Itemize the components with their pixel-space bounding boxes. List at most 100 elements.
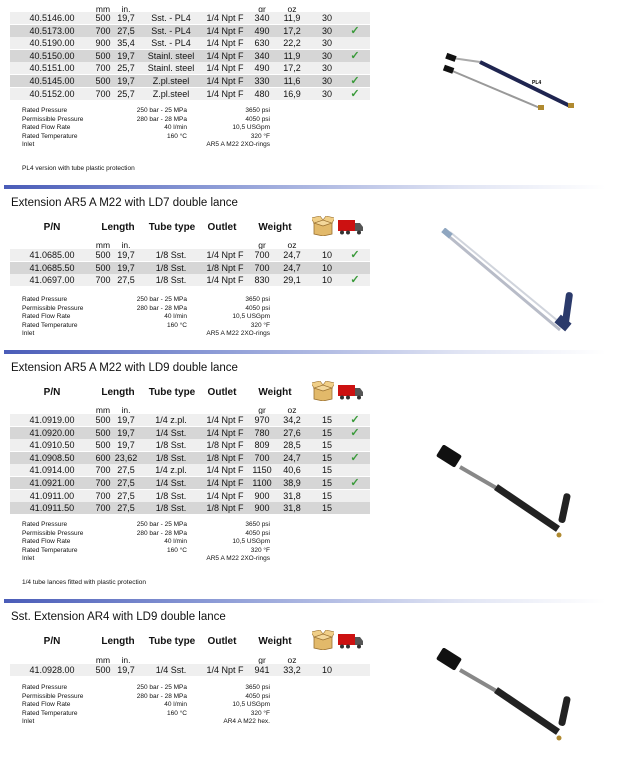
spec-imperial: 3650 psi [245, 107, 270, 114]
spec-row: Rated Pressure 250 bar - 25 MPa 3650 psi [22, 107, 282, 116]
cardboard-box-icon [310, 380, 336, 406]
cardboard-box-icon [310, 215, 336, 241]
tube-type: Stainl. steel [147, 50, 195, 61]
spec-metric: 160 °C [167, 709, 187, 717]
spec-row: Rated Temperature 160 °C 320 °F [22, 710, 282, 719]
red-truck-icon [338, 219, 364, 240]
unit-oz: oz [287, 240, 297, 250]
spec-imperial: 4050 psi [245, 529, 270, 537]
length-mm: 700 [95, 25, 111, 36]
weight-gr: 700 [254, 250, 270, 260]
outlet: 1/8 Npt F [206, 440, 244, 451]
weight-oz: 28,5 [283, 440, 301, 451]
spec-imperial: 4050 psi [245, 304, 270, 312]
spec-metric: 160 °C [167, 132, 187, 140]
outlet: 1/4 Npt F [206, 25, 244, 36]
header-weight: Weight [258, 387, 292, 398]
spec-metric: 40 l/min [164, 124, 187, 132]
spec-row: Rated Temperature 160 °C 320 °F [22, 133, 282, 142]
weight-gr: 1100 [252, 478, 272, 488]
spec-label: Permissible Pressure [22, 529, 84, 537]
length-mm: 700 [95, 503, 111, 514]
weight-oz: 11,6 [283, 76, 301, 86]
table-row: 41.0697.00 700 27,5 1/8 Sst. 1/4 Npt F 830 29,… [10, 274, 370, 286]
length-in: 35,4 [117, 38, 135, 49]
weight-gr: 809 [254, 440, 270, 451]
length-mm: 700 [95, 490, 111, 501]
part-number: 41.0685.50 [29, 262, 75, 273]
tube-type: 1/8 Sst. [155, 275, 187, 285]
outlet: 1/4 Npt F [206, 50, 244, 61]
pack-qty: 30 [321, 63, 333, 74]
unit-gr: gr [258, 4, 266, 14]
spec-label: Rated Pressure [22, 107, 68, 114]
pack-qty: 15 [321, 478, 333, 488]
weight-gr: 700 [254, 262, 270, 273]
tube-type: 1/8 Sst. [155, 440, 187, 451]
unit-gr: gr [258, 240, 266, 250]
unit-mm: mm [95, 405, 111, 415]
length-mm: 500 [95, 427, 111, 438]
spec-label: Rated Flow Rate [22, 538, 71, 546]
spec-imperial: AR4 A M22 hex. [223, 718, 270, 726]
part-number: 40.5145.00 [29, 76, 75, 86]
length-mm: 500 [95, 262, 111, 273]
checkmark-icon: ✓ [350, 75, 360, 87]
spec-label: Inlet [22, 718, 35, 726]
spec-imperial: 10,5 USGpm [232, 313, 270, 321]
outlet: 1/4 Npt F [206, 490, 244, 501]
header-length: Length [101, 387, 135, 398]
checkmark-icon: ✓ [350, 274, 360, 286]
length-mm: 900 [95, 38, 111, 49]
spec-imperial: 10,5 USGpm [232, 124, 270, 132]
spec-label: Permissible Pressure [22, 692, 84, 700]
spec-label: Rated Flow Rate [22, 124, 71, 132]
section-divider [4, 185, 606, 189]
spec-imperial: 3650 psi [245, 521, 270, 528]
length-in: 23,62 [114, 452, 138, 463]
spec-label: Rated Temperature [22, 321, 78, 329]
spec-imperial: 4050 psi [245, 115, 270, 123]
length-mm: 500 [95, 76, 111, 86]
spec-metric: 280 bar - 28 MPa [136, 529, 187, 537]
header-outlet: Outlet [207, 636, 237, 647]
part-number: 41.0914.00 [29, 465, 75, 476]
unit-mm: mm [95, 655, 111, 665]
tube-type: Z.pl.steel [152, 88, 190, 99]
spec-row: Rated Pressure 250 bar - 25 MPa 3650 psi [22, 521, 282, 530]
spec-label: Inlet [22, 141, 35, 149]
outlet: 1/4 Npt F [206, 465, 244, 476]
unit-oz: oz [287, 655, 297, 665]
lance-ld9-image [436, 445, 571, 538]
tube-type: Sst. - PL4 [151, 38, 191, 49]
weight-oz: 11,9 [283, 50, 301, 61]
part-number: 41.0910.50 [29, 440, 75, 451]
spec-label: Rated Temperature [22, 546, 78, 554]
table-row: 41.0914.00 700 27,5 1/4 z.pl. 1/4 Npt F 1150 4… [10, 464, 370, 477]
part-number: 41.0908.50 [29, 452, 75, 463]
part-number: 40.5190.00 [29, 38, 75, 49]
outlet: 1/4 Npt F [206, 427, 244, 438]
tube-type: 1/4 Sst. [155, 478, 187, 488]
spec-metric: 250 bar - 25 MPa [136, 684, 187, 691]
length-in: 27,5 [117, 465, 135, 476]
table-row: 40.5151.00 700 25,7 Stainl. steel 1/4 Npt F 4… [10, 62, 370, 75]
length-in: 27,5 [117, 503, 135, 514]
table-row: 41.0919.00 500 19,7 1/4 z.pl. 1/4 Npt F 970 34… [10, 414, 370, 426]
checkmark-icon: ✓ [350, 477, 360, 489]
table-row: 41.0911.50 700 27,5 1/8 Sst. 1/8 Npt F 900 31,… [10, 502, 370, 515]
spec-label: Permissible Pressure [22, 115, 84, 123]
weight-oz: 40,6 [283, 465, 301, 476]
weight-gr: 330 [254, 76, 270, 86]
header-pn: P/N [43, 222, 61, 233]
spec-row: Rated Temperature 160 °C 320 °F [22, 547, 282, 556]
pack-qty: 15 [321, 415, 333, 425]
length-mm: 500 [95, 50, 111, 61]
length-in: 19,7 [117, 665, 135, 675]
red-truck-icon [338, 384, 364, 405]
weight-gr: 941 [254, 665, 270, 675]
table-row: 41.0911.00 700 27,5 1/8 Sst. 1/4 Npt F 900 31,… [10, 489, 370, 502]
spec-metric: 280 bar - 28 MPa [136, 692, 187, 700]
part-number: 41.0920.00 [29, 427, 75, 438]
spec-row: Rated Flow Rate 40 l/min 10,5 USGpm [22, 124, 282, 133]
